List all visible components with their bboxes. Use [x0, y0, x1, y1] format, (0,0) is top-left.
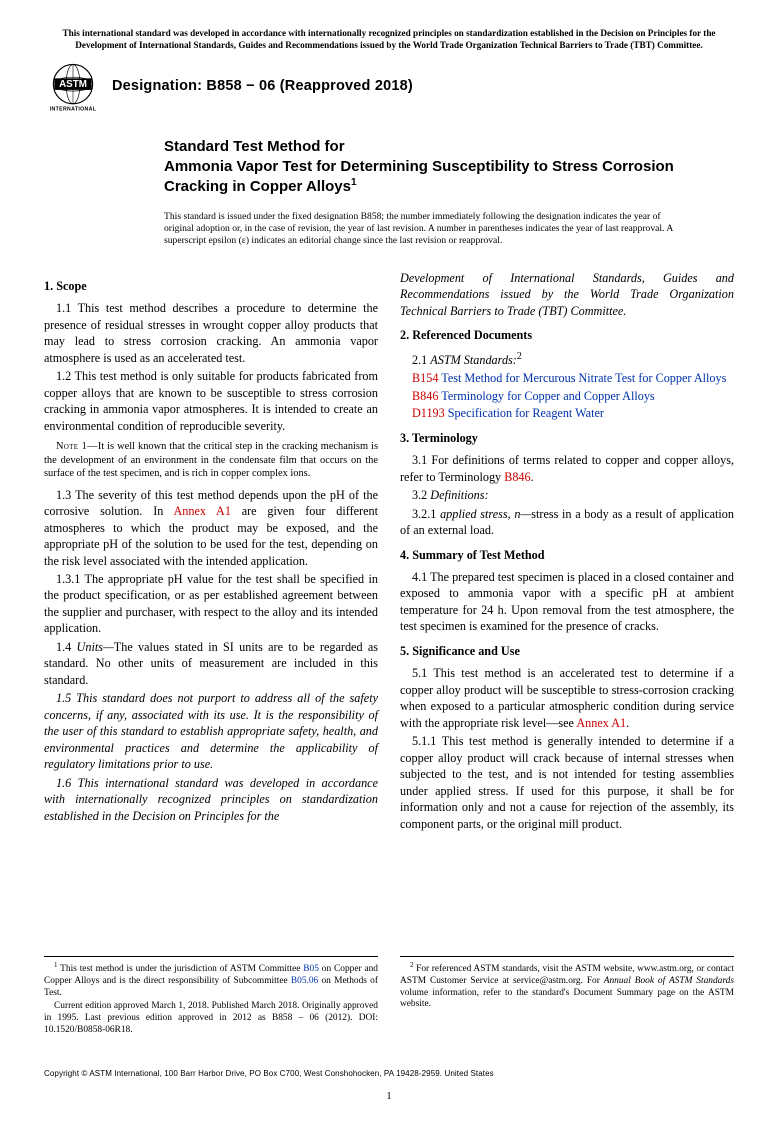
designation: Designation: B858 − 06 (Reapproved 2018) [112, 77, 413, 97]
para-1-6a: 1.6 This international standard was deve… [44, 775, 378, 824]
header: ASTM INTERNATIONAL Designation: B858 − 0… [44, 61, 734, 113]
para-3-1: 3.1 For definitions of terms related to … [400, 452, 734, 485]
ref-title-b846[interactable]: Terminology for Copper and Copper Alloys [438, 389, 654, 403]
section-4-heading: 4. Summary of Test Method [400, 547, 734, 563]
para-2-1: 2.1 ASTM Standards:2 [400, 350, 734, 369]
ref-b846-inline[interactable]: B846 [504, 470, 530, 484]
para-1-3-1: 1.3.1 The appropriate pH value for the t… [44, 571, 378, 637]
para-5-1-1: 5.1.1 This test method is generally inte… [400, 733, 734, 832]
para-3-2: 3.2 Definitions: [400, 487, 734, 503]
para-1-1: 1.1 This test method describes a procedu… [44, 300, 378, 366]
para-3-2-1: 3.2.1 applied stress, n—stress in a body… [400, 506, 734, 539]
copyright: Copyright © ASTM International, 100 Barr… [44, 1069, 734, 1080]
para-4-1: 4.1 The prepared test specimen is placed… [400, 569, 734, 635]
logo-text-top: ASTM [59, 79, 87, 90]
para-5-1: 5.1 This test method is an accelerated t… [400, 665, 734, 731]
body-columns: 1. Scope 1.1 This test method describes … [44, 270, 734, 950]
para-1-3: 1.3 The severity of this test method dep… [44, 487, 378, 569]
ref-title-b154[interactable]: Test Method for Mercurous Nitrate Test f… [438, 371, 726, 385]
footnotes: 1 This test method is under the jurisdic… [44, 956, 734, 1039]
title-footnote-ref: 1 [351, 177, 357, 188]
footnote-1: 1 This test method is under the jurisdic… [44, 956, 378, 1039]
ref-code-b846[interactable]: B846 [412, 389, 438, 403]
section-5-heading: 5. Significance and Use [400, 643, 734, 659]
para-1-4: 1.4 Units—The values stated in SI units … [44, 639, 378, 688]
ref-b154: B154 Test Method for Mercurous Nitrate T… [400, 370, 734, 386]
tbt-notice: This international standard was develope… [44, 28, 734, 51]
section-3-heading: 3. Terminology [400, 430, 734, 446]
issuance-note: This standard is issued under the fixed … [164, 211, 678, 248]
footnote-2: 2 For referenced ASTM standards, visit t… [400, 956, 734, 1039]
para-1-2: 1.2 This test method is only suitable fo… [44, 368, 378, 434]
subcommittee-b0506-link[interactable]: B05.06 [291, 976, 318, 986]
ref-title-d1193[interactable]: Specification for Reagent Water [445, 406, 604, 420]
section-2-heading: 2. Referenced Documents [400, 327, 734, 343]
footnote-1-p2: Current edition approved March 1, 2018. … [44, 1001, 378, 1036]
para-1-5: 1.5 This standard does not purport to ad… [44, 690, 378, 772]
section-1-heading: 1. Scope [44, 278, 378, 294]
annex-a1-link-2[interactable]: Annex A1 [576, 716, 626, 730]
ref-b846: B846 Terminology for Copper and Copper A… [400, 388, 734, 404]
astm-logo: ASTM INTERNATIONAL [44, 61, 102, 113]
title-block: Standard Test Method for Ammonia Vapor T… [164, 137, 704, 197]
title-main: Ammonia Vapor Test for Determining Susce… [164, 157, 704, 197]
page-number: 1 [44, 1089, 734, 1104]
ref-d1193: D1193 Specification for Reagent Water [400, 405, 734, 421]
ref-code-d1193[interactable]: D1193 [412, 406, 445, 420]
logo-text-bottom: INTERNATIONAL [50, 107, 97, 113]
note-1: Note 1—It is well known that the critica… [44, 440, 378, 481]
para-1-6b: Development of International Standards, … [400, 270, 734, 319]
title-prefix: Standard Test Method for [164, 137, 704, 157]
annex-a1-link[interactable]: Annex A1 [173, 504, 230, 518]
committee-b05-link[interactable]: B05 [303, 964, 319, 974]
ref-code-b154[interactable]: B154 [412, 371, 438, 385]
